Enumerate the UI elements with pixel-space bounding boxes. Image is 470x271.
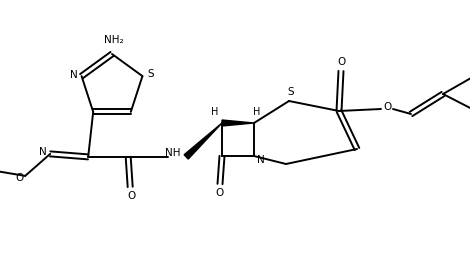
Polygon shape	[222, 120, 254, 126]
Text: S: S	[147, 69, 154, 79]
Text: NH₂: NH₂	[104, 35, 124, 45]
Text: O: O	[384, 102, 392, 112]
Polygon shape	[184, 123, 222, 159]
Text: O: O	[338, 57, 346, 67]
Text: N: N	[257, 155, 265, 165]
Text: H: H	[212, 107, 219, 117]
Text: NH: NH	[165, 148, 181, 158]
Text: O: O	[216, 188, 224, 198]
Text: S: S	[288, 87, 294, 97]
Text: H: H	[253, 107, 261, 117]
Text: N: N	[70, 70, 78, 80]
Text: O: O	[127, 191, 135, 201]
Text: N: N	[39, 147, 47, 157]
Text: O: O	[15, 173, 24, 183]
